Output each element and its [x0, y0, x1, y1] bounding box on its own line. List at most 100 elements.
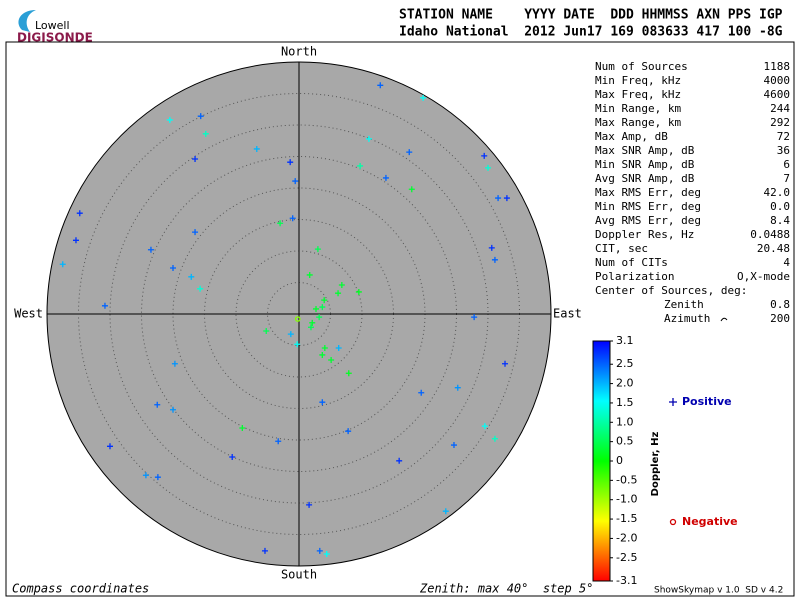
- source-positive: [253, 145, 260, 152]
- label-north: North: [281, 45, 317, 59]
- source-positive: [316, 314, 323, 321]
- source-positive: [345, 370, 352, 377]
- stat-value: 0.0: [770, 200, 790, 213]
- source-positive: [357, 162, 364, 169]
- source-positive: [101, 302, 108, 309]
- source-positive: [239, 425, 246, 432]
- colorbar-tick-label: 2.5: [616, 357, 634, 370]
- source-negative: [294, 316, 301, 322]
- source-positive: [488, 244, 495, 251]
- source-positive: [406, 149, 413, 156]
- stat-value: 8.4: [770, 214, 790, 227]
- source-positive: [166, 116, 173, 123]
- source-positive: [319, 351, 326, 358]
- source-positive: [485, 164, 491, 171]
- source-positive: [335, 290, 342, 297]
- stat-value: 4600: [764, 88, 791, 101]
- stat-value: 7: [783, 172, 790, 185]
- frame: [5, 41, 795, 597]
- stat-value: 292: [770, 116, 790, 129]
- label-east: East: [553, 307, 582, 321]
- source-positive: [192, 156, 199, 163]
- source-positive: [328, 356, 335, 363]
- stat-label: Max Freq, kHz: [595, 88, 681, 101]
- source-positive: [377, 82, 384, 89]
- source-positive: [319, 304, 326, 311]
- source-positive: [197, 285, 204, 292]
- stat-label: Min Range, km: [595, 102, 681, 115]
- stat-label: Max Amp, dB: [595, 130, 668, 143]
- source-positive: [491, 435, 498, 442]
- center-value: 200: [770, 312, 790, 325]
- stat-value: 4: [783, 256, 790, 269]
- stat-value: 1188: [764, 60, 791, 73]
- stat-value: 20.48: [757, 242, 790, 255]
- source-positive: [408, 186, 415, 193]
- source-positive: [171, 360, 178, 367]
- source-positive: [306, 501, 313, 508]
- colorbar-tick-label: 0: [616, 454, 623, 467]
- stat-value: 4000: [764, 74, 791, 87]
- source-positive: [495, 195, 502, 202]
- colorbar-tick-label: 1.5: [616, 396, 634, 409]
- legend-marker-negative: [669, 518, 677, 526]
- footer-right: ShowSkymap v 1.0 SD v 4.2: [654, 586, 783, 596]
- label-west: West: [14, 307, 43, 321]
- source-positive: [202, 130, 209, 137]
- colorbar: [592, 340, 611, 582]
- source-positive: [450, 442, 457, 449]
- stat-value: 42.0: [764, 186, 791, 199]
- source-positive: [72, 237, 79, 244]
- stat-value: 0.0488: [750, 228, 790, 241]
- source-positive: [76, 210, 83, 217]
- label-south: South: [281, 568, 317, 582]
- header-line2: Idaho National 2012 Jun17 169 083633 417…: [399, 25, 783, 40]
- stat-label: Min SNR Amp, dB: [595, 158, 695, 171]
- source-positive: [313, 305, 320, 312]
- source-positive: [277, 220, 284, 227]
- colorbar-tick-label: -2.0: [616, 531, 637, 544]
- stat-label: Max Range, km: [595, 116, 681, 129]
- colorbar-label: Doppler, Hz: [650, 432, 661, 497]
- source-positive: [316, 547, 323, 554]
- source-positive: [338, 282, 345, 289]
- source-positive: [382, 174, 389, 181]
- source-positive: [307, 324, 314, 331]
- colorbar-tick-label: 1.0: [616, 415, 634, 428]
- stat-value: 6: [783, 158, 790, 171]
- source-positive: [481, 423, 488, 430]
- source-positive: [345, 428, 352, 435]
- stat-label: Max RMS Err, deg: [595, 186, 701, 199]
- source-positive: [170, 265, 176, 272]
- source-positive: [59, 261, 66, 268]
- stat-label: Min RMS Err, deg: [595, 200, 701, 213]
- colorbar-tick-label: -3.1: [616, 574, 637, 587]
- stat-value: O,X-mode: [737, 270, 790, 283]
- stat-value: 36: [777, 144, 790, 157]
- source-positive: [107, 443, 113, 450]
- source-positive: [287, 331, 294, 338]
- source-positive: [309, 319, 316, 326]
- source-positive: [355, 288, 362, 295]
- colorbar-tick-label: 3.1: [616, 334, 634, 347]
- source-positive: [396, 457, 403, 464]
- source-positive: [503, 195, 510, 202]
- source-positive: [147, 246, 154, 253]
- source-positive: [289, 215, 296, 222]
- source-positive: [292, 178, 299, 185]
- source-positive: [321, 345, 328, 352]
- stat-label: Avg SNR Amp, dB: [595, 172, 695, 185]
- source-positive: [491, 256, 498, 263]
- source-positive: [420, 94, 427, 101]
- source-positive: [471, 314, 478, 321]
- stat-value: 72: [777, 130, 790, 143]
- center-label: Zenith: [664, 298, 704, 311]
- source-positive: [294, 341, 301, 348]
- source-positive: [321, 297, 328, 304]
- source-positive: [314, 246, 321, 253]
- legend-marker-positive: [669, 398, 677, 406]
- stat-label: Avg RMS Err, deg: [595, 214, 701, 227]
- center-value: 0.8: [770, 298, 790, 311]
